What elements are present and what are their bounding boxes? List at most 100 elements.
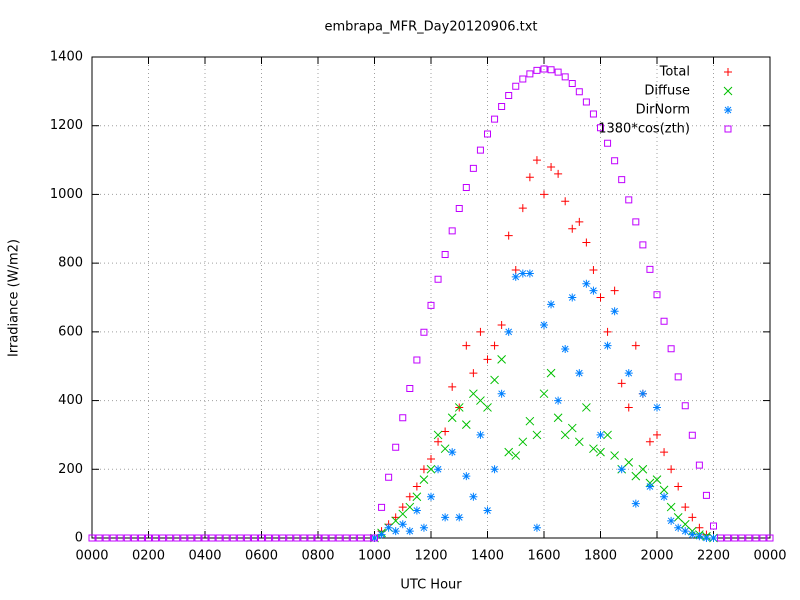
point xyxy=(173,534,181,542)
point xyxy=(533,66,541,74)
point xyxy=(561,345,570,354)
point xyxy=(413,356,421,364)
point xyxy=(568,293,577,302)
point xyxy=(448,382,457,391)
point xyxy=(434,437,443,446)
point xyxy=(589,266,598,275)
point xyxy=(596,293,605,302)
point xyxy=(321,534,329,542)
point xyxy=(427,492,435,501)
point xyxy=(631,341,640,350)
point xyxy=(258,534,265,542)
point xyxy=(377,530,386,539)
x-tick-label: 0800 xyxy=(301,549,334,564)
point xyxy=(568,79,576,87)
point xyxy=(293,534,301,542)
point xyxy=(497,389,506,398)
point xyxy=(688,431,696,439)
point xyxy=(427,454,435,463)
point xyxy=(574,437,584,447)
point xyxy=(666,502,676,512)
point xyxy=(645,437,654,446)
point xyxy=(504,447,514,457)
point xyxy=(660,448,669,457)
point xyxy=(356,534,364,542)
point xyxy=(695,523,704,532)
point xyxy=(575,88,583,96)
point xyxy=(462,341,471,350)
point xyxy=(420,328,428,336)
point xyxy=(342,534,350,542)
point xyxy=(462,472,471,481)
point xyxy=(603,327,612,336)
point xyxy=(130,534,138,542)
x-tick-label: 0200 xyxy=(132,549,165,564)
point xyxy=(688,530,697,539)
point xyxy=(398,520,407,529)
point xyxy=(546,368,556,378)
point xyxy=(659,485,669,495)
point xyxy=(632,218,640,226)
point xyxy=(540,65,548,73)
x-tick-label: 1400 xyxy=(471,549,504,564)
point xyxy=(455,513,464,522)
point xyxy=(405,527,414,536)
point xyxy=(525,416,535,426)
x-tick-label: 1200 xyxy=(414,549,447,564)
point xyxy=(674,373,682,381)
point xyxy=(561,197,570,206)
point xyxy=(532,156,541,165)
point xyxy=(398,503,407,512)
point xyxy=(498,102,506,110)
point xyxy=(553,413,563,423)
point xyxy=(194,534,202,542)
point xyxy=(462,184,470,192)
point xyxy=(653,291,661,299)
point xyxy=(137,534,145,542)
point xyxy=(391,516,401,526)
point xyxy=(575,217,584,226)
point xyxy=(681,402,689,410)
point xyxy=(405,502,415,512)
x-tick-label: 2200 xyxy=(697,549,730,564)
point xyxy=(187,534,195,542)
point xyxy=(243,534,251,542)
point xyxy=(547,300,556,309)
point xyxy=(505,91,513,99)
point xyxy=(759,534,767,542)
x-tick-label: 0400 xyxy=(188,549,221,564)
point xyxy=(279,534,287,542)
point xyxy=(667,465,676,474)
point xyxy=(419,523,428,532)
y-tick-label: 800 xyxy=(58,256,83,271)
point xyxy=(490,341,499,350)
point xyxy=(631,471,641,481)
point xyxy=(497,354,506,364)
point xyxy=(702,534,711,542)
point xyxy=(272,534,280,542)
point xyxy=(159,534,167,542)
point xyxy=(511,266,520,275)
point xyxy=(702,491,710,499)
point xyxy=(412,506,421,515)
point xyxy=(504,231,513,240)
point xyxy=(680,519,690,529)
point xyxy=(201,534,209,542)
point xyxy=(491,115,499,123)
point xyxy=(710,522,717,530)
point xyxy=(631,499,640,508)
point xyxy=(349,534,357,542)
point xyxy=(427,301,435,309)
legend-marker xyxy=(723,86,733,96)
point xyxy=(709,534,718,542)
point xyxy=(526,70,534,78)
point xyxy=(490,465,499,474)
point xyxy=(455,205,463,213)
point xyxy=(363,534,371,542)
point xyxy=(681,527,690,536)
point xyxy=(532,523,541,532)
point xyxy=(540,320,548,329)
point xyxy=(589,110,597,118)
y-tick-label: 1200 xyxy=(50,118,83,133)
point xyxy=(419,465,428,474)
